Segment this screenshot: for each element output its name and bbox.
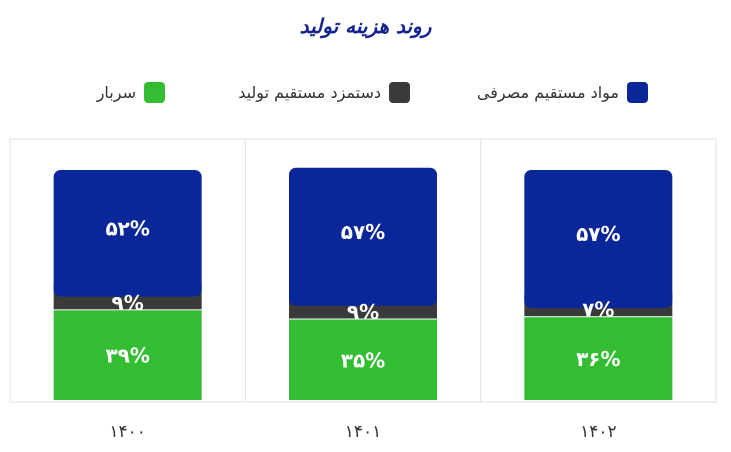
bar-overhead xyxy=(53,310,202,400)
data-label-overhead: ۳۶% xyxy=(576,347,620,371)
bar-materials xyxy=(524,170,673,309)
data-label-materials: ۵۷% xyxy=(341,220,385,244)
data-label-overhead: ۳۵% xyxy=(341,348,385,372)
chart-legend: مواد مستقیم مصرفی دستمزد مستقیم تولید سر… xyxy=(0,82,731,106)
data-label-labor: ۷% xyxy=(582,298,614,322)
data-label-labor: ۹% xyxy=(347,300,379,324)
legend-label-overhead: سربار xyxy=(96,83,136,102)
legend-label-materials: مواد مستقیم مصرفی xyxy=(476,83,619,102)
bar-materials xyxy=(289,167,437,306)
legend-item-labor: دستمزد مستقیم تولید xyxy=(186,82,410,106)
x-tick-label: ۱۴۰۱ xyxy=(345,422,382,442)
data-label-labor: ۹% xyxy=(112,291,144,315)
plot-frame xyxy=(9,138,717,403)
chart-title: روند هزینه تولید xyxy=(299,14,432,38)
legend-swatch-labor xyxy=(389,82,410,103)
legend-swatch-overhead xyxy=(144,82,165,103)
data-label-materials: ۵۷% xyxy=(576,222,620,246)
legend-item-materials: مواد مستقیم مصرفی xyxy=(438,82,648,106)
bar-materials xyxy=(53,170,202,297)
data-label-overhead: ۳۹% xyxy=(105,344,149,368)
x-tick-label: ۱۴۰۰ xyxy=(109,422,146,442)
bar-overhead xyxy=(289,319,437,400)
data-label-materials: ۵۲% xyxy=(105,216,149,240)
legend-item-overhead: سربار xyxy=(85,82,165,106)
x-tick-label: ۱۴۰۲ xyxy=(580,422,617,442)
legend-label-labor: دستمزد مستقیم تولید xyxy=(238,83,381,102)
legend-swatch-materials xyxy=(627,82,648,103)
bar-overhead xyxy=(524,317,673,400)
